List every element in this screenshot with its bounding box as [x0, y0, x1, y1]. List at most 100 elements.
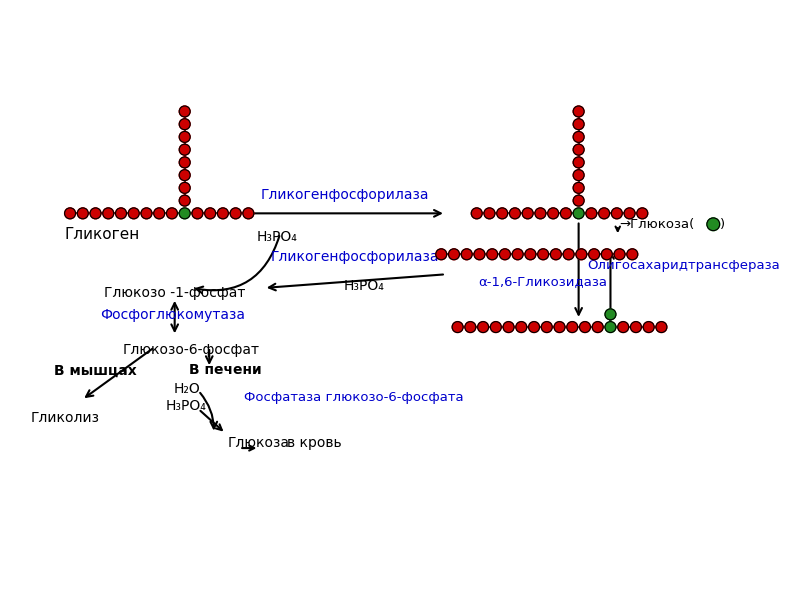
Text: В мышцах: В мышцах — [54, 364, 137, 377]
Circle shape — [550, 249, 562, 260]
Text: В печени: В печени — [190, 364, 262, 377]
Circle shape — [497, 208, 508, 219]
Circle shape — [436, 249, 446, 260]
Circle shape — [141, 208, 152, 219]
Circle shape — [90, 208, 101, 219]
Text: Гликогенфосфорилаза: Гликогенфосфорилаза — [270, 250, 439, 264]
Circle shape — [484, 208, 495, 219]
Circle shape — [573, 195, 584, 206]
Circle shape — [554, 322, 565, 333]
Text: →Глюкоза(: →Глюкоза( — [619, 218, 695, 231]
Circle shape — [218, 208, 228, 219]
Circle shape — [499, 249, 510, 260]
Circle shape — [614, 249, 625, 260]
Circle shape — [586, 208, 597, 219]
Circle shape — [179, 183, 190, 193]
Circle shape — [561, 208, 571, 219]
Circle shape — [656, 322, 667, 333]
Circle shape — [452, 322, 463, 333]
Circle shape — [529, 322, 539, 333]
Text: α-1,6-Гликозидаза: α-1,6-Гликозидаза — [478, 275, 607, 288]
Circle shape — [605, 322, 616, 333]
Circle shape — [179, 131, 190, 142]
Circle shape — [465, 322, 476, 333]
Circle shape — [462, 249, 472, 260]
Circle shape — [103, 208, 114, 219]
Text: Глюкозо -1-фосфат: Глюкозо -1-фосфат — [104, 286, 246, 300]
Circle shape — [579, 322, 590, 333]
Circle shape — [192, 208, 203, 219]
Circle shape — [525, 249, 536, 260]
Circle shape — [128, 208, 139, 219]
Circle shape — [573, 183, 584, 193]
Text: H₃PO₄: H₃PO₄ — [166, 399, 207, 413]
Circle shape — [573, 131, 584, 142]
Circle shape — [589, 249, 599, 260]
Circle shape — [573, 119, 584, 130]
Circle shape — [592, 322, 603, 333]
Circle shape — [486, 249, 498, 260]
Circle shape — [707, 218, 720, 231]
Circle shape — [573, 144, 584, 155]
Text: Гликогенфосфорилаза: Гликогенфосфорилаза — [261, 187, 429, 202]
Circle shape — [573, 208, 584, 219]
Circle shape — [535, 208, 546, 219]
Circle shape — [154, 208, 165, 219]
Circle shape — [548, 208, 558, 219]
Circle shape — [630, 322, 642, 333]
Circle shape — [179, 170, 190, 181]
Circle shape — [478, 322, 489, 333]
Text: Гликоген: Гликоген — [64, 227, 139, 242]
Circle shape — [538, 249, 549, 260]
Circle shape — [598, 208, 610, 219]
Circle shape — [243, 208, 254, 219]
Circle shape — [78, 208, 88, 219]
Circle shape — [474, 249, 485, 260]
Circle shape — [573, 157, 584, 168]
Circle shape — [512, 249, 523, 260]
Text: Фосфатаза глюкозо-6-фосфата: Фосфатаза глюкозо-6-фосфата — [244, 391, 463, 403]
Circle shape — [115, 208, 126, 219]
Text: ): ) — [720, 218, 725, 231]
Text: Глюкоза: Глюкоза — [227, 436, 290, 450]
Text: Фосфоглюкомутаза: Фосфоглюкомутаза — [100, 308, 245, 322]
Text: H₃PO₄: H₃PO₄ — [257, 230, 298, 244]
Circle shape — [605, 309, 616, 320]
Circle shape — [230, 208, 241, 219]
Circle shape — [503, 322, 514, 333]
Circle shape — [602, 249, 612, 260]
Circle shape — [179, 106, 190, 117]
Circle shape — [637, 208, 648, 219]
Circle shape — [179, 119, 190, 130]
Circle shape — [576, 249, 587, 260]
Circle shape — [65, 208, 75, 219]
Text: Гликолиз: Гликолиз — [31, 411, 100, 425]
Circle shape — [179, 157, 190, 168]
Circle shape — [563, 249, 574, 260]
Circle shape — [449, 249, 459, 260]
Circle shape — [166, 208, 178, 219]
Circle shape — [179, 144, 190, 155]
Circle shape — [490, 322, 502, 333]
Circle shape — [179, 195, 190, 206]
Circle shape — [573, 106, 584, 117]
Circle shape — [643, 322, 654, 333]
Text: H₂O: H₂O — [173, 382, 200, 396]
Circle shape — [611, 208, 622, 219]
Text: H₃PO₄: H₃PO₄ — [343, 279, 384, 293]
Text: Олигосахаридтрансфераза: Олигосахаридтрансфераза — [588, 259, 781, 272]
Circle shape — [566, 322, 578, 333]
Circle shape — [627, 249, 638, 260]
Circle shape — [573, 170, 584, 181]
Circle shape — [624, 208, 635, 219]
Text: Глюкозо-6-фосфат: Глюкозо-6-фосфат — [122, 343, 259, 356]
Circle shape — [510, 208, 520, 219]
Text: в кровь: в кровь — [287, 436, 342, 450]
Circle shape — [471, 208, 482, 219]
Circle shape — [179, 208, 190, 219]
Circle shape — [522, 208, 533, 219]
Circle shape — [205, 208, 216, 219]
Circle shape — [516, 322, 526, 333]
Circle shape — [542, 322, 552, 333]
Circle shape — [618, 322, 629, 333]
